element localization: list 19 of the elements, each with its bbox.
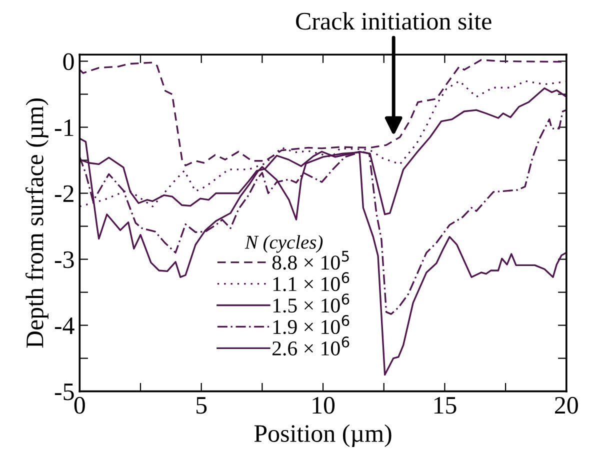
x-tick-label: 20 <box>555 396 578 414</box>
y-tick-label: -3 <box>54 251 74 268</box>
y-axis-title: Depth from surface (µm) <box>25 98 48 348</box>
x-tick-label: 0 <box>74 396 85 414</box>
y-tick-label: -1 <box>54 119 74 136</box>
x-axis-title: Position (µm) <box>254 424 392 448</box>
legend-label: 1.9 × 10$^{6}$ <box>273 315 350 334</box>
legend-label: 1.5 × 10$^{6}$ <box>273 294 350 313</box>
legend-label: 1.1 × 10$^{6}$ <box>273 272 350 292</box>
legend-label: 2.6 × 10$^{6}$ <box>272 336 350 356</box>
y-tick-label: 0 <box>63 53 74 70</box>
y-tick-label: -5 <box>54 384 74 400</box>
x-tick-label: 10 <box>312 396 335 414</box>
y-tick-label: -2 <box>54 185 74 202</box>
y-tick-label: -4 <box>54 317 74 334</box>
legend-title: N (cycles) <box>244 235 323 253</box>
x-tick-label: 5 <box>196 397 207 414</box>
annotation: Crack initiation site <box>296 12 492 30</box>
x-tick-label: 15 <box>434 397 456 414</box>
